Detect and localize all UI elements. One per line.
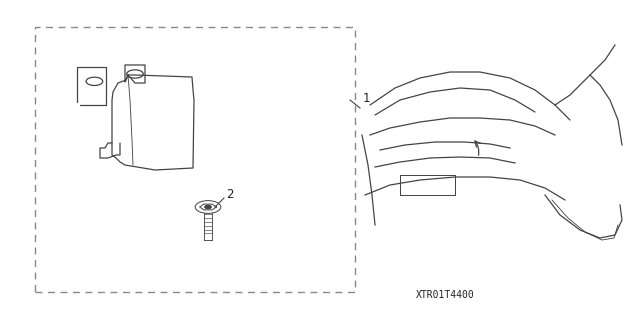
Text: 1: 1 (363, 92, 371, 105)
Text: XTR01T4400: XTR01T4400 (415, 290, 474, 300)
Circle shape (205, 205, 211, 209)
Text: 2: 2 (226, 189, 234, 202)
